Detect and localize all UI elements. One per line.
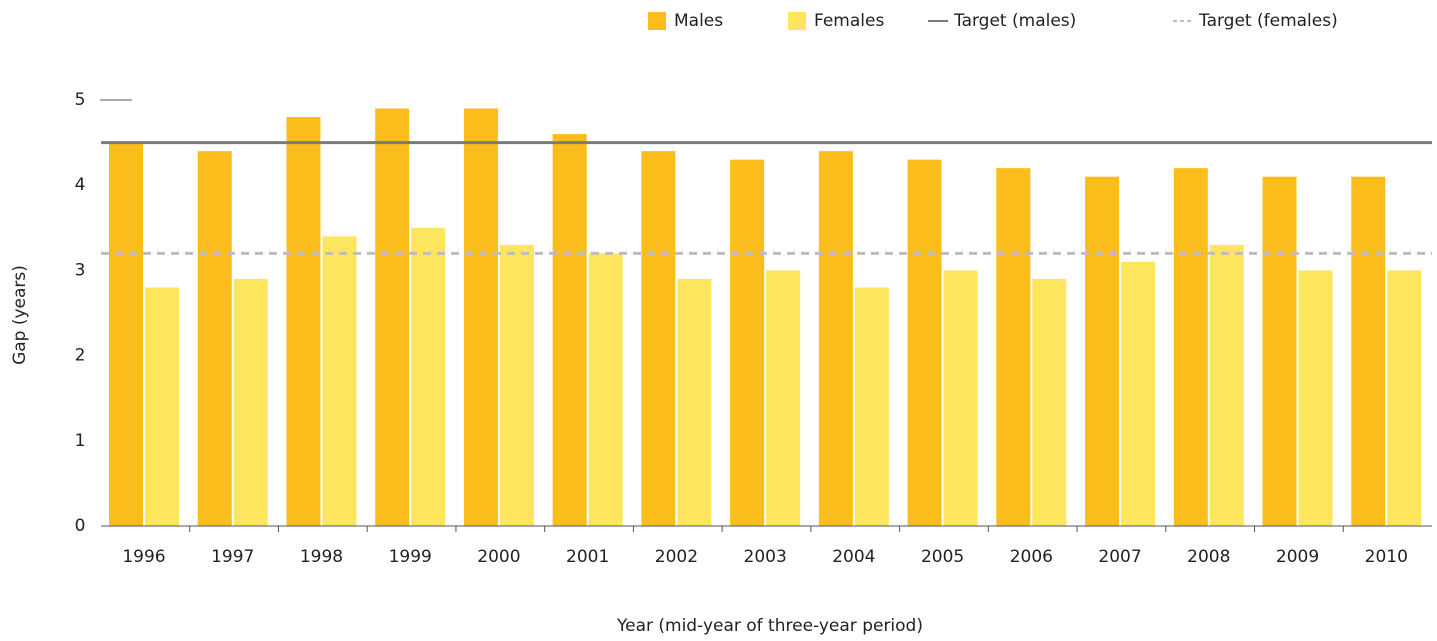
x-tick-label: 2007: [1098, 547, 1141, 567]
legend-label: Target (females): [1198, 11, 1338, 31]
x-tick-label: 2001: [566, 547, 609, 567]
x-tick-label: 2008: [1187, 547, 1230, 567]
y-tick-label: 4: [75, 175, 86, 195]
x-axis-title: Year (mid-year of three-year period): [616, 616, 923, 636]
bar: [641, 151, 676, 526]
bar: [1262, 176, 1297, 526]
bar: [730, 159, 765, 526]
y-tick-label: 0: [75, 516, 86, 536]
legend-swatch: [648, 12, 666, 30]
x-tick-label: 2004: [832, 547, 875, 567]
legend-label: Males: [674, 11, 723, 31]
bar: [552, 134, 587, 526]
legend-swatch: [788, 12, 806, 30]
x-tick-label: 2005: [921, 547, 964, 567]
bar: [996, 168, 1031, 526]
bar: [677, 278, 712, 526]
bar: [197, 151, 232, 526]
y-tick-label: 2: [75, 346, 86, 366]
bar: [411, 227, 446, 527]
bar: [145, 287, 179, 526]
bar: [907, 159, 942, 526]
x-tick-label: 2006: [1010, 547, 1053, 567]
bar: [818, 151, 853, 526]
x-tick-label: 2003: [744, 547, 787, 567]
bar: [1209, 244, 1244, 526]
bar: [499, 244, 534, 526]
bar: [943, 270, 978, 526]
y-axis-title: Gap (years): [10, 265, 30, 365]
y-tick-label: 3: [75, 260, 86, 280]
bar: [1085, 176, 1120, 526]
y-tick-label: 5: [75, 90, 86, 110]
y-tick-label: 1: [75, 431, 86, 451]
x-tick-label: 2010: [1365, 547, 1408, 567]
bar: [1387, 270, 1422, 526]
bar: [854, 287, 889, 526]
bar: [1351, 176, 1386, 526]
x-tick-label: 2000: [477, 547, 520, 567]
bar: [233, 278, 268, 526]
bar: [463, 108, 498, 527]
x-tick-label: 1998: [300, 547, 343, 567]
x-tick-label: 2009: [1276, 547, 1319, 567]
bar: [1173, 168, 1208, 526]
x-tick-label: 1999: [389, 547, 432, 567]
bar: [286, 117, 321, 526]
legend-label: Target (males): [953, 11, 1076, 31]
bar: [109, 142, 143, 526]
bar: [1298, 270, 1333, 526]
legend-label: Females: [814, 11, 884, 31]
bar: [766, 270, 801, 526]
bar: [1121, 261, 1156, 526]
bar: [1032, 278, 1067, 526]
bar: [322, 236, 357, 526]
bar: [588, 253, 623, 527]
x-tick-label: 1997: [211, 547, 254, 567]
bar: [375, 108, 410, 527]
x-tick-label: 2002: [655, 547, 698, 567]
x-tick-label: 1996: [122, 547, 165, 567]
